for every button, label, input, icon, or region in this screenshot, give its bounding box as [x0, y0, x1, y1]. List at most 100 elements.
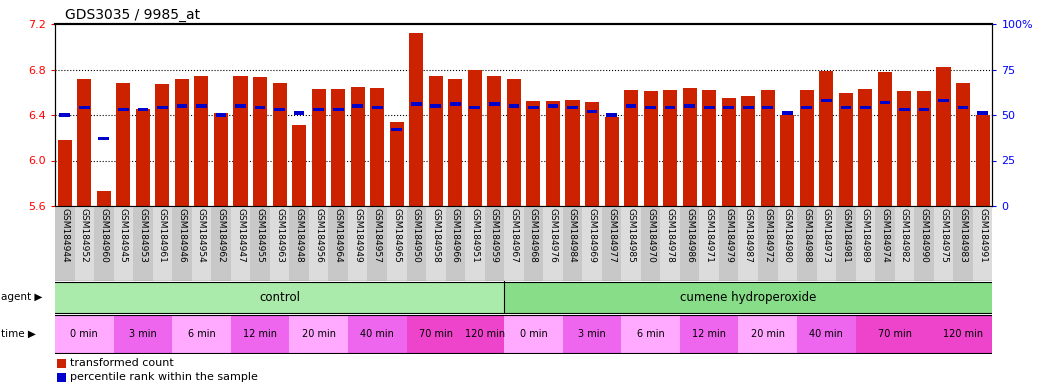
Bar: [684, 104, 695, 108]
Bar: [311, 89, 326, 206]
Text: GSM184978: GSM184978: [665, 207, 675, 262]
Bar: [196, 104, 207, 108]
Text: 3 min: 3 min: [129, 329, 157, 339]
Bar: [99, 137, 109, 141]
Text: GSM184981: GSM184981: [842, 207, 850, 262]
Bar: [270, 206, 290, 281]
Bar: [646, 106, 656, 109]
Text: time ▶: time ▶: [1, 329, 36, 339]
Bar: [819, 71, 834, 206]
Text: GSM184964: GSM184964: [333, 207, 343, 262]
Bar: [153, 206, 172, 281]
Bar: [485, 206, 504, 281]
Bar: [683, 88, 696, 206]
Text: GDS3035 / 9985_at: GDS3035 / 9985_at: [65, 8, 200, 22]
Text: GSM184953: GSM184953: [138, 207, 147, 262]
Text: GSM184952: GSM184952: [80, 207, 89, 262]
Bar: [604, 117, 619, 206]
Bar: [919, 108, 929, 111]
Bar: [938, 99, 949, 102]
Text: GSM184980: GSM184980: [783, 207, 792, 262]
Text: GSM184982: GSM184982: [900, 207, 909, 262]
Text: GSM184958: GSM184958: [432, 207, 440, 262]
Text: cumene hydroperoxide: cumene hydroperoxide: [680, 291, 817, 304]
Text: 120 min: 120 min: [943, 329, 983, 339]
Bar: [543, 206, 563, 281]
Bar: [934, 315, 992, 353]
Bar: [234, 76, 247, 206]
Bar: [781, 115, 794, 206]
Bar: [367, 206, 387, 281]
Bar: [488, 76, 501, 206]
Bar: [431, 104, 441, 108]
Bar: [118, 108, 129, 111]
Bar: [407, 206, 426, 281]
Bar: [855, 206, 875, 281]
Text: GSM184986: GSM184986: [685, 207, 694, 262]
Bar: [976, 115, 989, 206]
Bar: [839, 93, 853, 206]
Text: GSM184946: GSM184946: [177, 207, 187, 262]
Bar: [391, 128, 402, 131]
Text: 20 min: 20 min: [302, 329, 335, 339]
Bar: [294, 111, 304, 115]
Text: GSM184963: GSM184963: [275, 207, 284, 262]
Text: GSM184968: GSM184968: [529, 207, 538, 262]
Bar: [624, 90, 638, 206]
Bar: [801, 106, 812, 109]
Bar: [469, 106, 481, 109]
Bar: [348, 206, 367, 281]
Bar: [606, 113, 617, 117]
Bar: [858, 89, 872, 206]
Bar: [445, 206, 465, 281]
Bar: [953, 206, 973, 281]
Text: GSM184950: GSM184950: [412, 207, 420, 262]
Bar: [602, 206, 622, 281]
Bar: [387, 206, 407, 281]
Bar: [836, 206, 855, 281]
Bar: [719, 206, 738, 281]
Text: GSM184990: GSM184990: [920, 207, 928, 262]
Bar: [504, 206, 523, 281]
Text: GSM184944: GSM184944: [60, 207, 70, 262]
Bar: [761, 90, 774, 206]
Bar: [741, 96, 756, 206]
Text: GSM184954: GSM184954: [197, 207, 206, 262]
Text: 0 min: 0 min: [520, 329, 547, 339]
Bar: [290, 315, 348, 353]
Text: agent ▶: agent ▶: [1, 293, 43, 303]
Text: 3 min: 3 min: [578, 329, 606, 339]
Text: GSM184969: GSM184969: [588, 207, 597, 262]
Bar: [800, 90, 814, 206]
Bar: [917, 91, 931, 206]
Bar: [348, 315, 407, 353]
Bar: [113, 315, 172, 353]
Bar: [137, 108, 148, 111]
Bar: [680, 315, 738, 353]
Bar: [352, 104, 363, 108]
Text: GSM184991: GSM184991: [978, 207, 987, 262]
Bar: [216, 113, 226, 117]
Text: transformed count: transformed count: [71, 358, 174, 368]
Bar: [879, 101, 891, 104]
Bar: [936, 67, 951, 206]
Text: GSM184947: GSM184947: [236, 207, 245, 262]
Bar: [663, 90, 677, 206]
Bar: [468, 70, 482, 206]
Bar: [212, 206, 230, 281]
Bar: [489, 103, 499, 106]
Bar: [958, 106, 968, 109]
Bar: [640, 206, 660, 281]
Bar: [762, 106, 773, 109]
Text: 0 min: 0 min: [71, 329, 99, 339]
Bar: [585, 103, 599, 206]
Bar: [528, 106, 539, 109]
Bar: [680, 206, 700, 281]
Bar: [214, 113, 228, 206]
Bar: [254, 106, 266, 109]
Text: GSM184976: GSM184976: [548, 207, 557, 262]
Text: GSM184974: GSM184974: [880, 207, 890, 262]
Text: GSM184965: GSM184965: [392, 207, 402, 262]
Bar: [702, 90, 716, 206]
Text: GSM184961: GSM184961: [158, 207, 167, 262]
